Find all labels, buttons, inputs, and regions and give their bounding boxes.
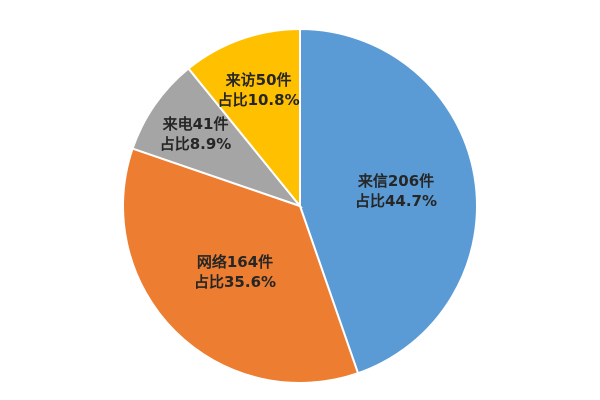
slice-count-label: 网络164件 bbox=[197, 253, 273, 271]
slice-percent-label: 占比35.6% bbox=[194, 273, 276, 291]
pie-slice-2 bbox=[122, 147, 360, 384]
pie-slice-3 bbox=[131, 67, 303, 209]
pie-slice-label-3: 来电41件占比8.9% bbox=[160, 115, 232, 153]
slice-percent-label: 占比8.9% bbox=[160, 135, 232, 153]
slice-count-label: 来访50件 bbox=[225, 71, 292, 89]
slice-count-label: 来信206件 bbox=[357, 172, 434, 190]
pie-slice-label-4: 来访50件占比10.8% bbox=[218, 71, 300, 109]
slice-percent-label: 占比10.8% bbox=[218, 91, 300, 109]
pie-slice-4 bbox=[187, 27, 301, 209]
slice-count-label: 来电41件 bbox=[162, 115, 229, 133]
pie-slice-label-2: 网络164件占比35.6% bbox=[194, 253, 276, 291]
pie-slice-label-1: 来信206件占比44.7% bbox=[355, 172, 437, 210]
pie-slice-1 bbox=[299, 27, 478, 375]
slice-percent-label: 占比44.7% bbox=[355, 192, 437, 210]
